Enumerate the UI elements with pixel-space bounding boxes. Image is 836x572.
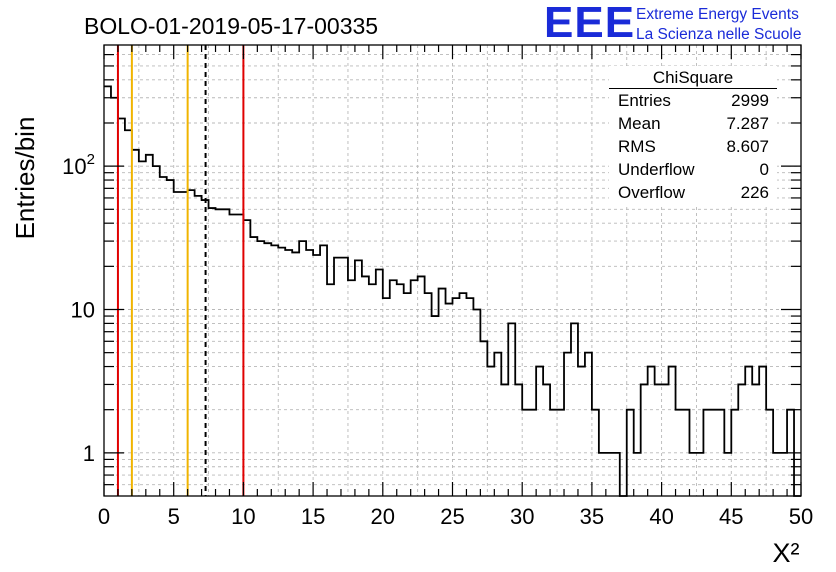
x-tick-label: 40	[649, 504, 673, 529]
stats-key: Underflow	[618, 160, 695, 179]
stats-key: Mean	[618, 114, 661, 133]
eee-logo: EEE Extreme Energy Events La Scienza nel…	[540, 0, 830, 47]
grid	[104, 45, 801, 496]
x-tick-label: 35	[580, 504, 604, 529]
stats-row-entries: Entries 2999	[609, 89, 777, 112]
x-tick-label: 30	[510, 504, 534, 529]
y-tick-label: 102	[62, 151, 95, 179]
histogram-series	[104, 85, 801, 497]
stats-value: 226	[740, 183, 769, 202]
x-tick-label: 45	[719, 504, 743, 529]
y-tick-label: 10	[71, 297, 95, 322]
y-tick-label: 1	[83, 441, 95, 466]
stats-row-underflow: Underflow 0	[609, 158, 777, 181]
y-axis-label: Entries/bin	[10, 117, 40, 240]
stats-row-mean: Mean 7.287	[609, 112, 777, 135]
stats-key: Overflow	[618, 183, 686, 202]
stats-box: ChiSquare Entries 2999 Mean 7.287 RMS 8.…	[609, 66, 777, 204]
chart-title: BOLO-01-2019-05-17-00335	[84, 13, 378, 39]
x-tick-labels: 0 5 10 15 20 25 30 35 40 45 50	[98, 504, 813, 529]
x-tick-label: 20	[371, 504, 395, 529]
marker-lines	[116, 45, 245, 496]
x-tick-label: 25	[440, 504, 464, 529]
stats-value: 8.607	[726, 137, 769, 156]
histogram-line	[104, 85, 801, 497]
y-tick-labels: 1 10 102	[62, 151, 95, 466]
stats-value: 2999	[731, 91, 769, 110]
stats-title: ChiSquare	[609, 66, 777, 89]
logo-line-2: La Scienza nelle Scuole	[636, 26, 802, 43]
logo-line-1: Extreme Energy Events	[636, 6, 799, 23]
stats-value: 0	[759, 160, 769, 179]
x-tick-label: 15	[301, 504, 325, 529]
x-axis-label: X²	[773, 538, 800, 568]
stats-row-overflow: Overflow 226	[609, 181, 777, 204]
stats-value: 7.287	[726, 114, 769, 133]
stats-key: Entries	[618, 91, 671, 110]
logo-mark: EEE	[544, 0, 636, 47]
x-tick-label: 10	[231, 504, 255, 529]
x-tick-label: 50	[789, 504, 813, 529]
axis-ticks	[103, 45, 802, 496]
stats-key: RMS	[618, 137, 656, 156]
x-tick-label: 5	[168, 504, 180, 529]
stats-row-rms: RMS 8.607	[609, 135, 777, 158]
x-tick-label: 0	[98, 504, 110, 529]
